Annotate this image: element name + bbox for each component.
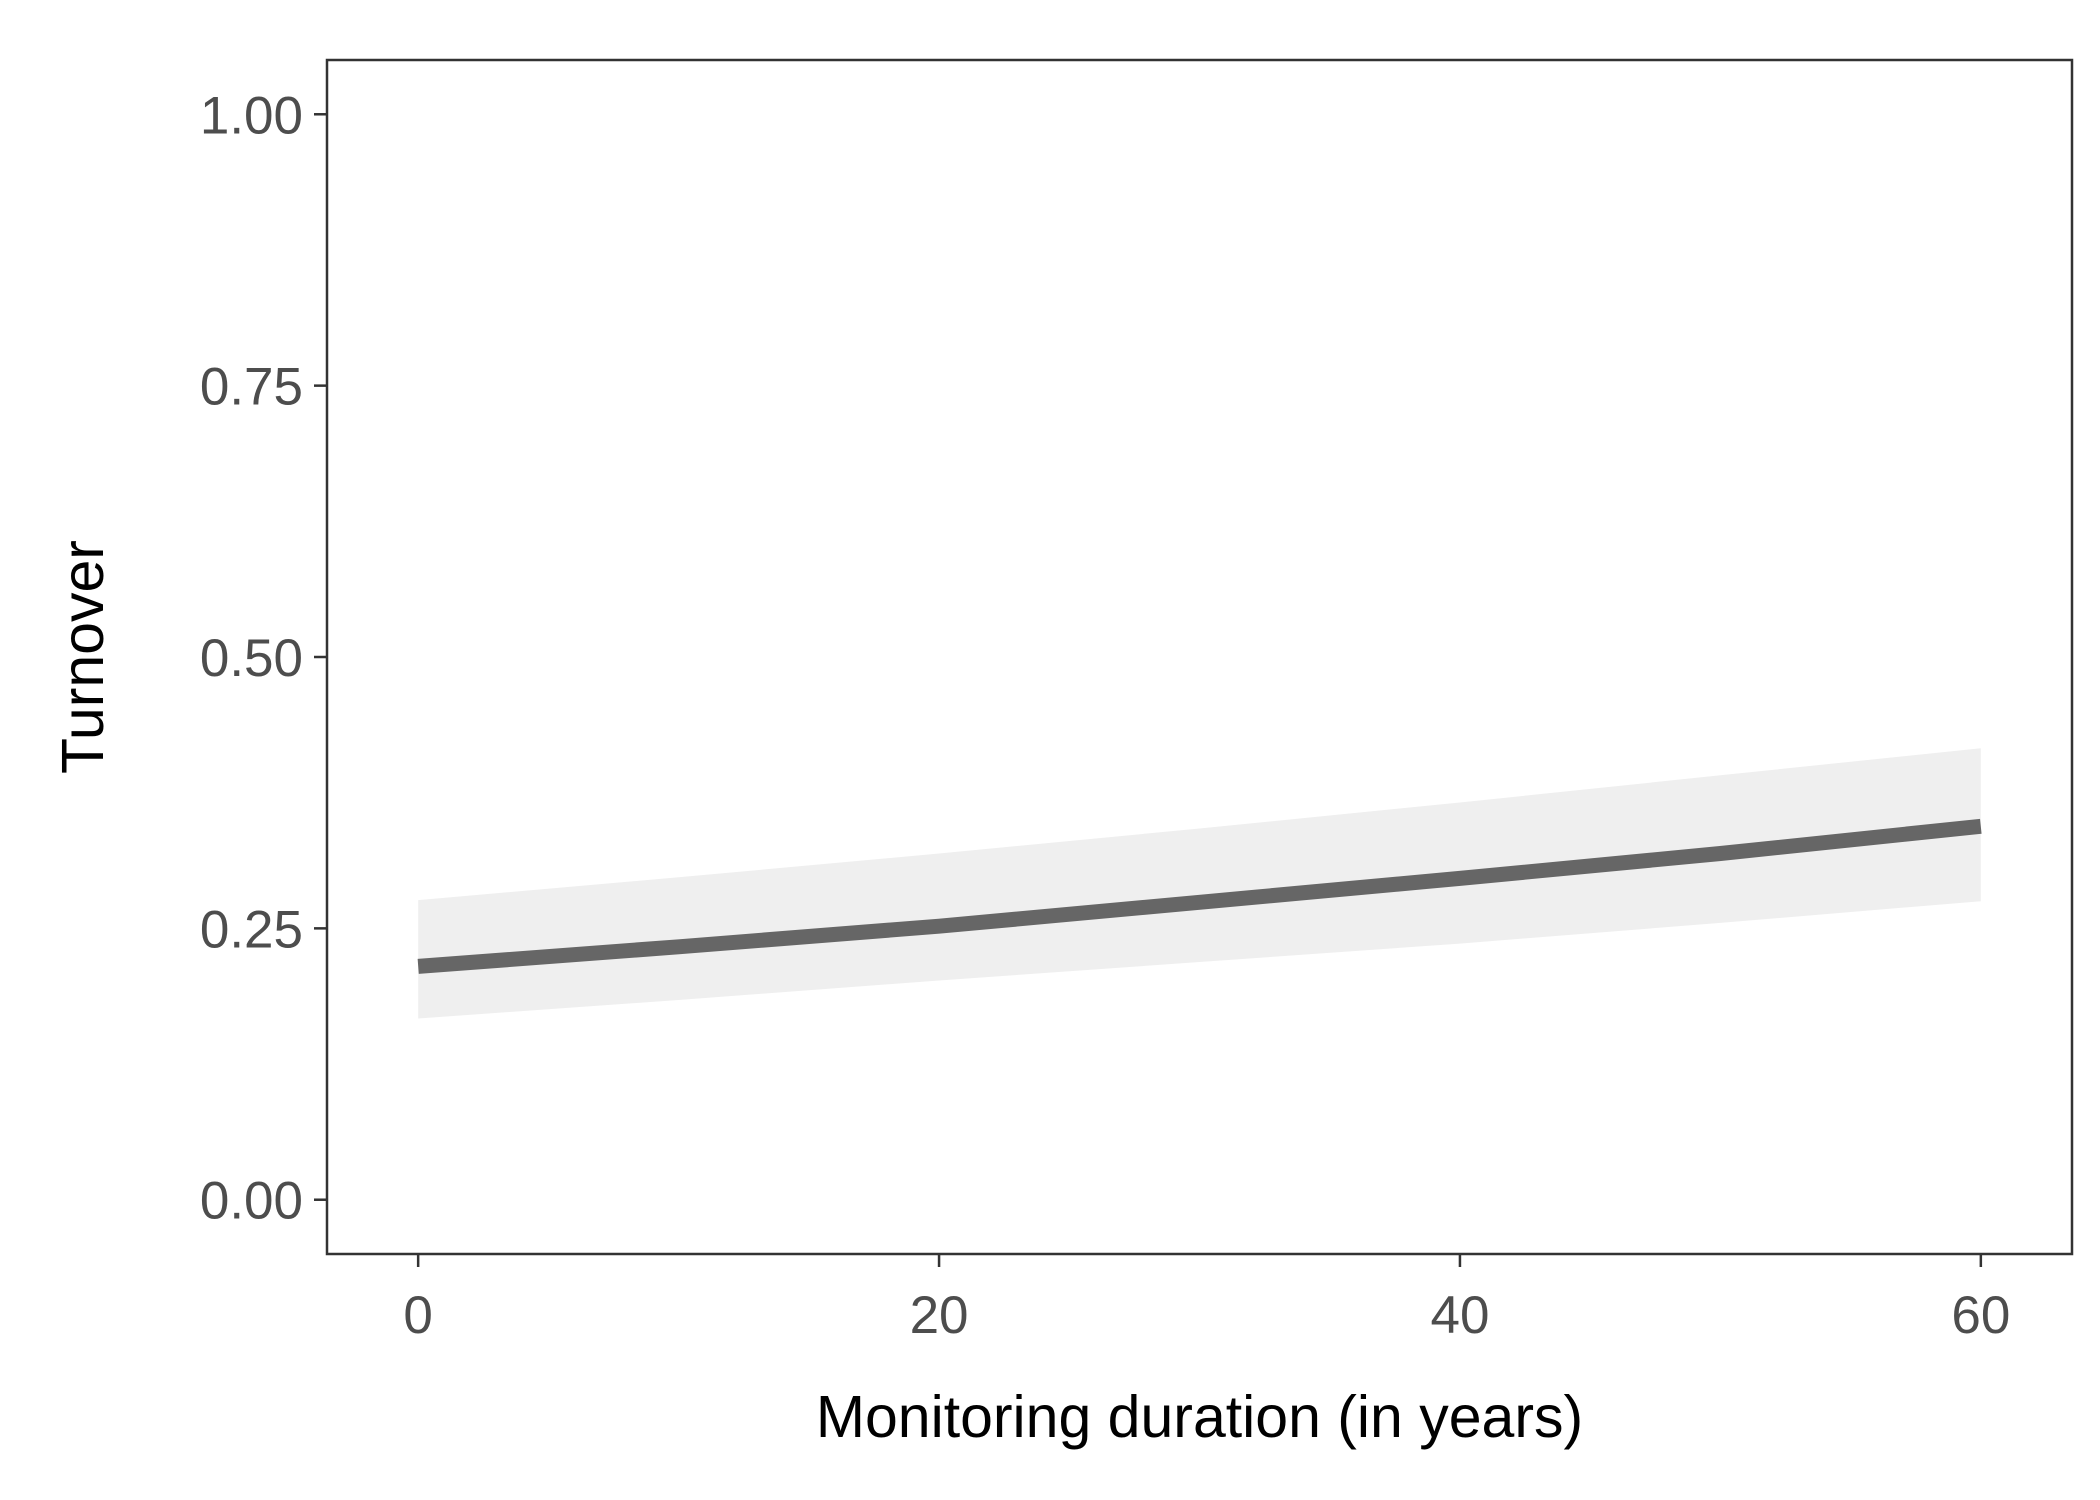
x-axis: 0 20 40 60	[403, 1254, 2010, 1345]
x-tick-label: 60	[1951, 1286, 2010, 1345]
x-tick-label: 20	[910, 1286, 969, 1345]
y-tick-label: 0.25	[200, 900, 303, 959]
panel-border	[325, 58, 2074, 1256]
y-tick-label: 0.75	[200, 358, 303, 417]
confidence-band	[418, 748, 1981, 1019]
fit-line	[417, 818, 1982, 974]
y-axis: 0.00 0.25 0.50 0.75 1.00	[200, 86, 327, 1231]
fit-line-layer	[417, 818, 1982, 974]
confidence-band-layer	[418, 748, 1981, 1019]
x-axis-title: Monitoring duration (in years)	[816, 1384, 1583, 1450]
x-tick-label: 0	[403, 1286, 432, 1345]
y-tick-label: 1.00	[200, 86, 303, 145]
y-tick-label: 0.50	[200, 629, 303, 688]
x-tick-label: 40	[1430, 1286, 1489, 1345]
y-axis-title: Turnover	[50, 540, 116, 774]
y-tick-label: 0.00	[200, 1172, 303, 1231]
